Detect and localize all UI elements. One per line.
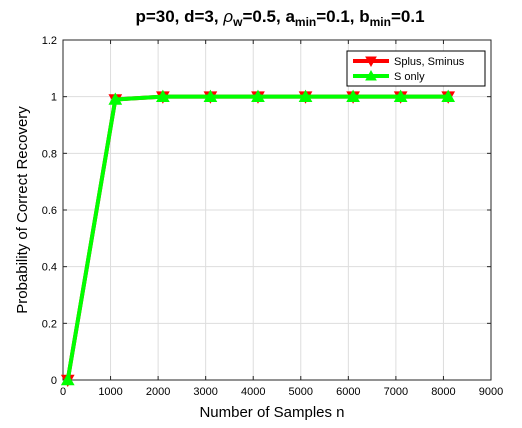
series-1 bbox=[60, 89, 456, 386]
y-tick-label: 1 bbox=[51, 92, 57, 104]
y-tick-label: 0.8 bbox=[42, 148, 57, 160]
series-1-point-6 bbox=[346, 89, 360, 102]
legend: Splus, Sminus S only bbox=[346, 50, 486, 87]
x-axis-label: Number of Samples n bbox=[199, 404, 344, 421]
x-tick-label: 1000 bbox=[98, 386, 122, 398]
y-tick-label: 1.2 bbox=[42, 35, 57, 47]
legend-label-0: Splus, Sminus bbox=[394, 56, 465, 68]
y-tick-label: 0.4 bbox=[42, 262, 57, 274]
chart-title: p=30, d=3, ρw=0.5, amin=0.1, bmin=0.1 bbox=[135, 7, 424, 29]
x-tick-label: 9000 bbox=[479, 386, 503, 398]
x-tick-label: 3000 bbox=[193, 386, 217, 398]
series-1-point-0 bbox=[60, 372, 75, 386]
y-axis-label: Probability of Correct Recovery bbox=[14, 106, 31, 314]
y-tick-label: 0 bbox=[51, 375, 57, 387]
x-tick-label: 5000 bbox=[289, 386, 313, 398]
y-tick-label: 0.2 bbox=[42, 318, 57, 330]
x-tick-label: 7000 bbox=[384, 386, 408, 398]
x-tick-label: 4000 bbox=[241, 386, 265, 398]
series-1-point-8 bbox=[441, 89, 456, 102]
series-1-point-5 bbox=[298, 89, 313, 102]
series-1-point-1 bbox=[108, 92, 123, 105]
legend-swatch-marker-1 bbox=[365, 69, 377, 81]
x-tick-label: 8000 bbox=[431, 386, 455, 398]
series-1-point-7 bbox=[393, 89, 408, 102]
series-1-point-2 bbox=[156, 89, 170, 102]
series-1-point-3 bbox=[203, 89, 218, 102]
legend-label-1: S only bbox=[394, 71, 425, 83]
x-tick-label: 6000 bbox=[336, 386, 360, 398]
legend-swatch-marker-0 bbox=[365, 56, 377, 68]
x-tick-label: 2000 bbox=[146, 386, 170, 398]
axes: 0 1000 2000 3000 4000 5000 6000 7000 8000 9000 0 0.… bbox=[42, 35, 504, 398]
x-tick-label: 0 bbox=[60, 386, 66, 398]
y-tick-label: 0.6 bbox=[42, 205, 57, 217]
series-layer bbox=[60, 89, 456, 388]
series-1-point-4 bbox=[251, 89, 265, 102]
